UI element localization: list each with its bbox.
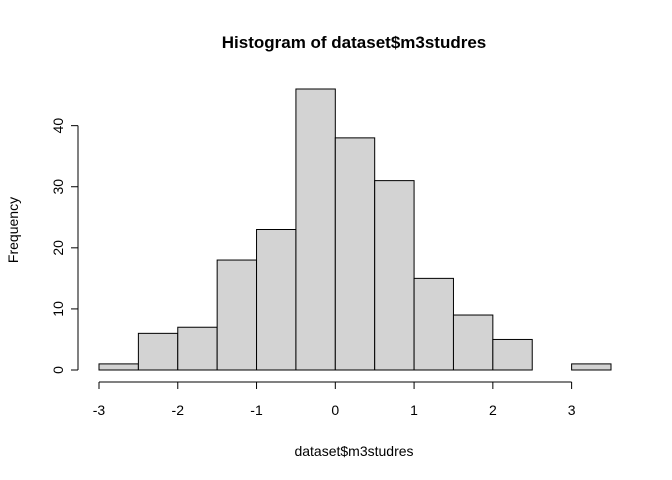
histogram-bar-10 [492, 338, 533, 371]
x-tick-label-6: 3 [568, 402, 576, 418]
y-tick-label-2: 20 [50, 240, 66, 256]
bars-group [98, 88, 612, 371]
y-tick-label-3: 30 [50, 179, 66, 195]
histogram-bar-7 [374, 180, 415, 371]
y-tick-label-4: 40 [50, 118, 66, 134]
histogram-bar-12 [571, 363, 612, 371]
x-tick-label-4: 1 [410, 402, 418, 418]
histogram-bar-1 [137, 332, 179, 371]
histogram-bar-5 [295, 88, 336, 371]
histogram-bar-8 [413, 277, 454, 371]
y-axis: 0 10 20 30 40 [50, 118, 79, 374]
x-axis-label: dataset$m3studres [294, 443, 413, 459]
y-axis-label: Frequency [5, 197, 21, 263]
chart-title: Histogram of dataset$m3studres [222, 33, 487, 52]
y-tick-label-0: 0 [50, 366, 66, 374]
x-tick-label-0: -3 [93, 402, 106, 418]
histogram-bar-3 [216, 259, 258, 371]
histogram-bar-9 [452, 314, 494, 371]
histogram-bar-4 [256, 229, 297, 371]
histogram-bar-2 [177, 326, 218, 371]
x-tick-label-5: 2 [489, 402, 497, 418]
x-tick-label-2: -1 [250, 402, 263, 418]
x-tick-label-3: 0 [331, 402, 339, 418]
histogram-bar-6 [334, 137, 376, 371]
x-axis: -3 -2 -1 0 1 2 3 [93, 381, 576, 418]
x-tick-label-1: -2 [172, 402, 185, 418]
y-tick-label-1: 10 [50, 301, 66, 317]
histogram-bar-0 [98, 363, 139, 371]
